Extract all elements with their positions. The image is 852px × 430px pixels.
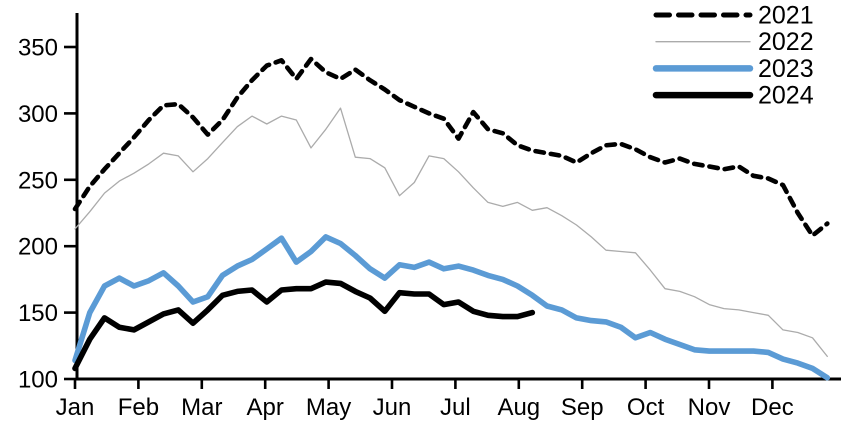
- x-axis-tick-label: Jan: [56, 394, 95, 421]
- x-axis-tick-label: Jun: [373, 394, 412, 421]
- x-axis-tick-label: Nov: [688, 394, 731, 421]
- series-line-2021: [72, 56, 830, 238]
- x-axis-tick-label: Feb: [118, 394, 159, 421]
- y-axis-tick-label: 200: [18, 234, 58, 261]
- legend-label-2024: 2024: [758, 82, 814, 110]
- x-axis-tick-label: Sep: [561, 394, 604, 421]
- y-axis-tick-label: 100: [18, 367, 58, 394]
- series-line-2022: [74, 107, 828, 358]
- legend-label-2023: 2023: [758, 55, 814, 83]
- x-axis-tick-label: Jul: [440, 394, 471, 421]
- x-axis-tick-label: Aug: [497, 394, 540, 421]
- x-axis-tick-label: Apr: [247, 394, 284, 421]
- y-axis-tick-label: 350: [18, 35, 58, 62]
- series-line-2023: [72, 234, 831, 381]
- series-line-2024: [72, 279, 536, 372]
- legend-label-2022: 2022: [758, 28, 814, 56]
- y-axis-tick-label: 150: [18, 300, 58, 327]
- x-axis-tick-label: Oct: [627, 394, 665, 421]
- y-axis-tick-label: 250: [18, 167, 58, 194]
- x-axis-tick-label: Dec: [751, 394, 794, 421]
- x-axis-tick-label: Mar: [181, 394, 222, 421]
- x-axis-tick-label: May: [306, 394, 351, 421]
- legend-label-2021: 2021: [758, 2, 814, 30]
- y-axis-tick-label: 300: [18, 101, 58, 128]
